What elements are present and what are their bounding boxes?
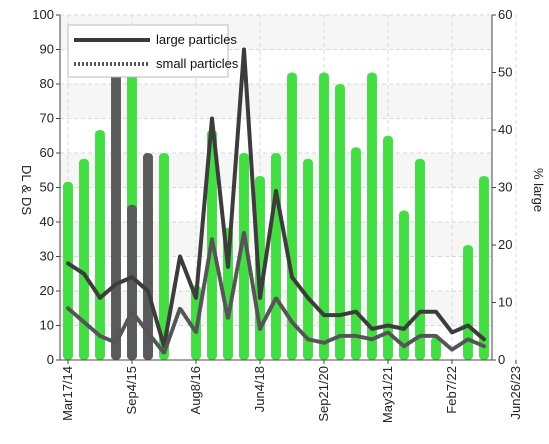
bars [63,32,489,360]
y-tick-label-right: 10 [498,295,512,310]
bar-large-percent [95,130,105,360]
bar-large-percent [367,72,377,360]
y-tick-label-left: 70 [40,111,54,126]
series-small-particles-line [66,230,486,356]
y-tick-label-left: 40 [40,214,54,229]
bar-large-percent [415,158,425,360]
y-tick-label-right: 0 [498,352,505,367]
bar-large-percent [431,337,441,360]
legend-large-label: large particles [156,32,237,47]
grid-band [60,118,492,153]
y-axis-left-title: DL & DS [19,165,34,215]
y-tick-label-left: 100 [32,7,54,22]
x-tick-label: Sep4/15 [124,366,139,414]
bar-gray [143,153,153,360]
y-tick-label-left: 30 [40,249,54,264]
legend-small-label: small particles [156,56,239,71]
bar-large-percent [351,147,361,360]
x-tick-label: May31/21 [380,366,395,423]
x-tick-label: Jun4/18 [252,366,267,412]
y-tick-label-left: 80 [40,76,54,91]
y-tick-label-left: 90 [40,42,54,57]
lines [66,47,486,356]
y-tick-label-right: 50 [498,65,512,80]
bar-large-percent [463,245,473,360]
x-tick-label: Aug8/16 [188,366,203,414]
y-tick-label-left: 60 [40,145,54,160]
y-tick-label-right: 20 [498,237,512,252]
series-large-particles-line [66,47,486,349]
bar-large-percent [399,210,409,360]
grid-band [60,84,492,119]
legend-box [67,24,229,78]
y-tick-label-left: 0 [47,352,54,367]
bar-gray [127,204,137,360]
bar-large-percent [335,84,345,360]
bar-gray [111,32,121,360]
x-tick-label: Feb7/22 [444,366,459,414]
bar-large-percent [239,153,249,360]
bar-large-percent [63,181,73,360]
legend: large particles small particles [67,24,239,78]
bar-large-percent [271,153,281,360]
y-tick-label-left: 20 [40,283,54,298]
bar-large-percent [303,158,313,360]
x-tick-label: Mar17/14 [60,366,75,421]
y-axis-right-title: % large [531,168,546,212]
bar-large-percent [287,72,297,360]
y-tick-label-right: 30 [498,180,512,195]
bar-large-percent [79,158,89,360]
axes: 0 10 20 30 40 50 60 70 80 90 100 0 10 20 30 40 50 60 Mar17… [32,7,523,423]
bar-large-percent [383,135,393,360]
bar-large-percent [159,153,169,360]
y-tick-label-right: 60 [498,7,512,22]
y-tick-label-right: 40 [498,122,512,137]
y-tick-label-left: 10 [40,318,54,333]
x-tick-label: Jun26/23 [508,366,523,420]
y-tick-label-left: 50 [40,180,54,195]
bar-large-percent [479,176,489,360]
x-tick-label: Sep21/20 [316,366,331,422]
bar-large-percent [319,72,329,360]
